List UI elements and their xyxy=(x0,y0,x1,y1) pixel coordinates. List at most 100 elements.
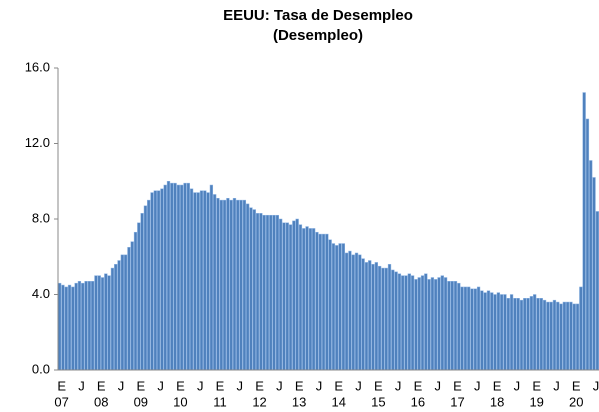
bar xyxy=(328,239,332,371)
bar xyxy=(94,275,98,371)
bar xyxy=(486,290,491,371)
bar xyxy=(397,273,402,371)
bar xyxy=(589,160,593,371)
bar xyxy=(262,214,266,371)
x-tick-label: E xyxy=(255,378,264,393)
bar xyxy=(216,197,220,371)
x-year-label: 14 xyxy=(332,394,346,409)
bar xyxy=(176,184,181,371)
bar xyxy=(288,224,293,371)
bar xyxy=(529,296,534,371)
bar xyxy=(348,250,352,371)
bar xyxy=(302,228,306,371)
x-tick-label: E xyxy=(176,378,185,393)
x-tick-label: E xyxy=(572,378,581,393)
bar xyxy=(457,282,461,371)
bar xyxy=(183,182,187,371)
x-tick-label: J xyxy=(395,378,402,393)
bar xyxy=(252,209,256,371)
bar xyxy=(467,286,471,371)
bar xyxy=(368,260,372,371)
x-tick-label: E xyxy=(97,378,106,393)
bar xyxy=(285,222,289,371)
bar xyxy=(123,254,128,371)
bar xyxy=(114,264,118,371)
bar xyxy=(91,281,95,371)
bar xyxy=(437,277,441,371)
bar xyxy=(341,243,345,371)
bar xyxy=(295,218,299,371)
bar xyxy=(209,184,214,371)
bar xyxy=(312,228,316,371)
bar xyxy=(523,298,527,371)
bar xyxy=(117,260,121,371)
bar xyxy=(509,294,514,371)
x-tick-label: J xyxy=(355,378,362,393)
bar xyxy=(282,222,286,371)
bar xyxy=(193,192,197,371)
bar xyxy=(407,273,411,371)
bar xyxy=(361,258,365,371)
bar xyxy=(391,269,395,371)
bar xyxy=(321,233,326,371)
bar xyxy=(496,292,501,371)
bar xyxy=(189,188,194,371)
bar xyxy=(77,281,82,371)
bar xyxy=(196,192,200,371)
x-tick-label: J xyxy=(434,378,441,393)
bar xyxy=(219,199,223,371)
x-tick-label: J xyxy=(553,378,560,393)
bar xyxy=(180,184,184,371)
bar xyxy=(572,303,576,371)
bar xyxy=(447,281,451,371)
x-tick-label: E xyxy=(334,378,343,393)
bar xyxy=(579,286,583,371)
bar xyxy=(490,292,494,371)
bar xyxy=(450,281,454,371)
bar xyxy=(110,267,115,371)
bar xyxy=(427,279,431,371)
bar xyxy=(354,252,359,371)
bar xyxy=(381,267,385,371)
bar xyxy=(552,299,557,371)
bar xyxy=(401,275,405,371)
bar xyxy=(575,303,580,371)
x-tick-label: E xyxy=(295,378,304,393)
bar xyxy=(377,265,382,371)
bar xyxy=(279,218,283,371)
bar xyxy=(64,286,68,371)
x-year-label: 07 xyxy=(54,394,68,409)
bar xyxy=(473,288,477,371)
bar xyxy=(100,277,105,371)
bar xyxy=(186,182,190,371)
bar xyxy=(503,294,507,371)
bar xyxy=(173,182,177,371)
x-tick-label: E xyxy=(216,378,225,393)
x-year-label: 19 xyxy=(529,394,543,409)
bar xyxy=(315,231,319,371)
bar xyxy=(222,199,227,371)
bar xyxy=(493,294,497,371)
x-year-label: 13 xyxy=(292,394,306,409)
bar xyxy=(569,301,573,371)
bar xyxy=(147,199,151,371)
bar xyxy=(71,286,75,371)
bar xyxy=(516,298,520,371)
bar xyxy=(559,303,563,371)
bar xyxy=(137,222,141,371)
bar xyxy=(440,275,444,371)
bar xyxy=(140,213,144,371)
bar xyxy=(249,207,253,371)
bar xyxy=(87,281,91,371)
bar xyxy=(272,214,276,371)
y-tick-label: 16.0 xyxy=(25,59,50,74)
bar xyxy=(338,243,342,371)
bar xyxy=(483,292,487,371)
bar xyxy=(255,213,260,371)
bar xyxy=(127,247,131,371)
bar xyxy=(74,282,78,371)
bar xyxy=(242,199,247,371)
bar xyxy=(104,273,108,371)
bar xyxy=(335,245,339,371)
